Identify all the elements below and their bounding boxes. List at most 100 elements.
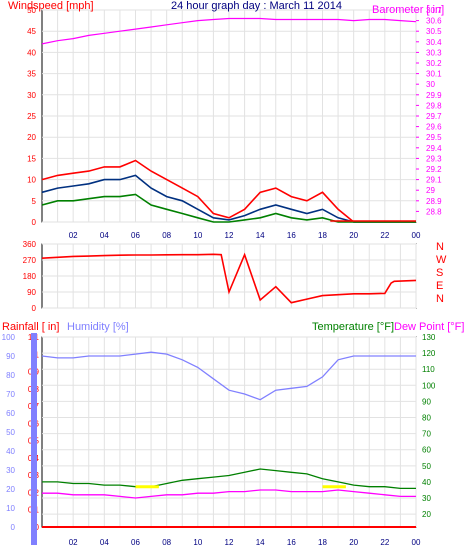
barometer-tick-label: 30 <box>426 80 435 89</box>
windmin-line <box>41 193 416 223</box>
wind-series <box>41 17 417 223</box>
direction-tick-label: 180 <box>23 272 37 281</box>
barometer-tick-label: 30.6 <box>426 17 442 26</box>
humidity-tick-label: 0 <box>11 523 16 532</box>
windspeed-tick-label: 25 <box>27 112 36 121</box>
windspeed-tick-label: 40 <box>27 48 36 57</box>
rainfall-tick-label: 0 <box>35 523 40 532</box>
humidity-tick-label: 90 <box>6 352 15 361</box>
temperature-tick-label: 110 <box>422 365 435 374</box>
barometer-tick-label: 29.9 <box>426 91 442 100</box>
barometer-tick-label: 30.2 <box>426 59 442 68</box>
compass-letter: N <box>436 293 444 305</box>
temperature-tick-label: 60 <box>422 446 431 455</box>
temperature-tick-label: 80 <box>422 414 431 423</box>
temperature-series <box>41 351 416 528</box>
windspeed-tick-label: 0 <box>32 218 37 227</box>
temperature-tick-label: 70 <box>422 430 431 439</box>
hour-tick-label: 02 <box>69 231 78 240</box>
barometer-tick-label: 29.6 <box>426 123 442 132</box>
rainfall-axis-label: Rainfall [ in] <box>2 321 59 333</box>
compass-letter: W <box>436 254 447 266</box>
barometer-tick-label: 29 <box>426 186 435 195</box>
humidity-scale-bar <box>31 333 37 545</box>
temperature-tick-label: 20 <box>422 510 431 519</box>
humidity-axis: 0 10 20 30 40 50 60 70 80 90 100 <box>2 333 16 532</box>
windspeed-tick-label: 15 <box>27 154 36 163</box>
hour-tick-label: 08 <box>162 231 171 240</box>
direction-tick-label: 90 <box>27 288 36 297</box>
humidity-line <box>41 351 416 401</box>
hour-tick-label: 16 <box>287 231 296 240</box>
hour-tick-label: 18 <box>318 231 327 240</box>
dewpoint-axis-label: Dew Point [°F] <box>394 321 464 333</box>
hour-tick-label: 10 <box>193 538 202 547</box>
barometer-tick-label: 29.4 <box>426 144 442 153</box>
temperature-tick-label: 100 <box>422 381 436 390</box>
hour-tick-label: 06 <box>131 538 140 547</box>
windspeed-tick-label: 35 <box>27 70 36 79</box>
windspeed-tick-label: 30 <box>27 91 36 100</box>
humidity-tick-label: 40 <box>6 447 15 456</box>
hour-tick-label: 06 <box>131 231 140 240</box>
temperature-line <box>42 468 416 490</box>
windspeed-tick-label: 45 <box>27 27 36 36</box>
barometer-tick-label: 28.9 <box>426 197 442 206</box>
compass-letter: S <box>436 267 443 279</box>
hour-tick-label: 22 <box>380 231 389 240</box>
barometer-tick-label: 28.8 <box>426 207 442 216</box>
hour-tick-label: 04 <box>100 231 109 240</box>
barometer-tick-label: 29.2 <box>426 165 442 174</box>
windspeed-axis: 0 5 10 15 20 25 30 35 40 45 50 <box>27 6 36 227</box>
temperature-hour-axis: 02 04 06 08 10 12 14 16 18 20 22 00 <box>69 538 421 547</box>
barometer-tick-label: 29.3 <box>426 154 442 163</box>
barometer-tick-label: 30.7 <box>426 6 442 15</box>
chart-title: 24 hour graph day : March 11 2014 <box>171 0 342 12</box>
temperature-axis-label: Temperature [°F] <box>312 321 394 333</box>
hour-tick-label: 20 <box>349 231 358 240</box>
hour-tick-label: 08 <box>162 538 171 547</box>
humidity-tick-label: 80 <box>6 371 15 380</box>
hour-tick-label: 20 <box>349 538 358 547</box>
direction-tick-label: 270 <box>23 256 37 265</box>
hour-tick-label: 12 <box>225 231 234 240</box>
windspeed-axis-label: Windspeed [mph] <box>8 0 94 12</box>
barometer-tick-label: 30.1 <box>426 70 442 79</box>
barometer-tick-label: 29.7 <box>426 112 442 121</box>
windspeed-tick-label: 20 <box>27 133 36 142</box>
barometer-tick-label: 30.3 <box>426 48 442 57</box>
temperature-tick-label: 130 <box>422 333 436 342</box>
hour-tick-label: 18 <box>318 538 327 547</box>
humidity-tick-label: 30 <box>6 466 15 475</box>
hour-tick-label: 12 <box>225 538 234 547</box>
hour-tick-label: 04 <box>100 538 109 547</box>
windspeed-tick-label: 50 <box>27 6 36 15</box>
barometer-tick-label: 30.5 <box>426 27 442 36</box>
humidity-tick-label: 50 <box>6 428 15 437</box>
hour-tick-label: 00 <box>412 231 421 240</box>
temperature-tick-label: 90 <box>422 397 431 406</box>
hour-tick-label: 16 <box>287 538 296 547</box>
windspeed-tick-label: 5 <box>32 197 37 206</box>
barometer-tick-label: 29.1 <box>426 176 442 185</box>
humidity-tick-label: 100 <box>2 333 16 342</box>
barometer-line <box>41 17 417 45</box>
dewpoint-line <box>42 489 416 499</box>
wind-direction-line <box>41 252 417 304</box>
direction-degree-axis: 0 90 180 270 360 <box>23 240 37 313</box>
humidity-axis-label: Humidity [%] <box>67 321 129 333</box>
humidity-tick-label: 70 <box>6 390 15 399</box>
direction-series <box>41 252 417 304</box>
windspeed-tick-label: 10 <box>27 176 36 185</box>
temperature-axis: 20 30 40 50 60 70 80 90 100 110 120 130 <box>422 333 436 519</box>
hour-tick-label: 10 <box>193 231 202 240</box>
hour-tick-label: 14 <box>256 231 265 240</box>
direction-tick-label: 0 <box>32 304 37 313</box>
hour-tick-label: 22 <box>380 538 389 547</box>
